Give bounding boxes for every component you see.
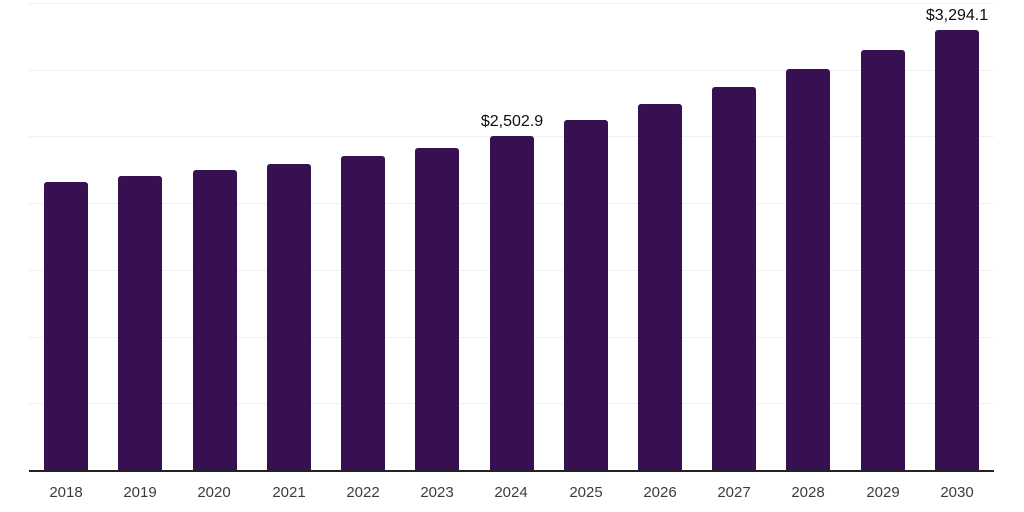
bar-2030	[935, 30, 979, 470]
gridline	[29, 70, 994, 71]
value-label-2024: $2,502.9	[480, 113, 544, 130]
x-tick-2026: 2026	[643, 484, 677, 501]
x-axis-line	[29, 470, 994, 472]
x-tick-2022: 2022	[346, 484, 380, 501]
x-tick-2018: 2018	[49, 484, 83, 501]
x-tick-2023: 2023	[420, 484, 454, 501]
x-tick-2030: 2030	[940, 484, 974, 501]
x-tick-2020: 2020	[197, 484, 231, 501]
x-tick-2025: 2025	[569, 484, 603, 501]
value-label-2030: $3,294.1	[925, 7, 989, 24]
bar-2023	[415, 148, 459, 470]
bar-2021	[267, 164, 311, 470]
bar-2018	[44, 182, 88, 470]
bar-2024	[490, 136, 534, 470]
x-tick-2028: 2028	[791, 484, 825, 501]
bar-2029	[861, 50, 905, 470]
bar-2019	[118, 176, 162, 470]
bar-2027	[712, 87, 756, 470]
gridline	[29, 3, 994, 4]
x-tick-2029: 2029	[866, 484, 900, 501]
x-tick-2024: 2024	[494, 484, 528, 501]
bar-2022	[341, 156, 385, 470]
x-tick-2021: 2021	[272, 484, 306, 501]
bar-2025	[564, 120, 608, 470]
bar-2026	[638, 104, 682, 470]
bar-2028	[786, 69, 830, 470]
x-tick-2019: 2019	[123, 484, 157, 501]
bar-2020	[193, 170, 237, 470]
x-tick-2027: 2027	[717, 484, 751, 501]
